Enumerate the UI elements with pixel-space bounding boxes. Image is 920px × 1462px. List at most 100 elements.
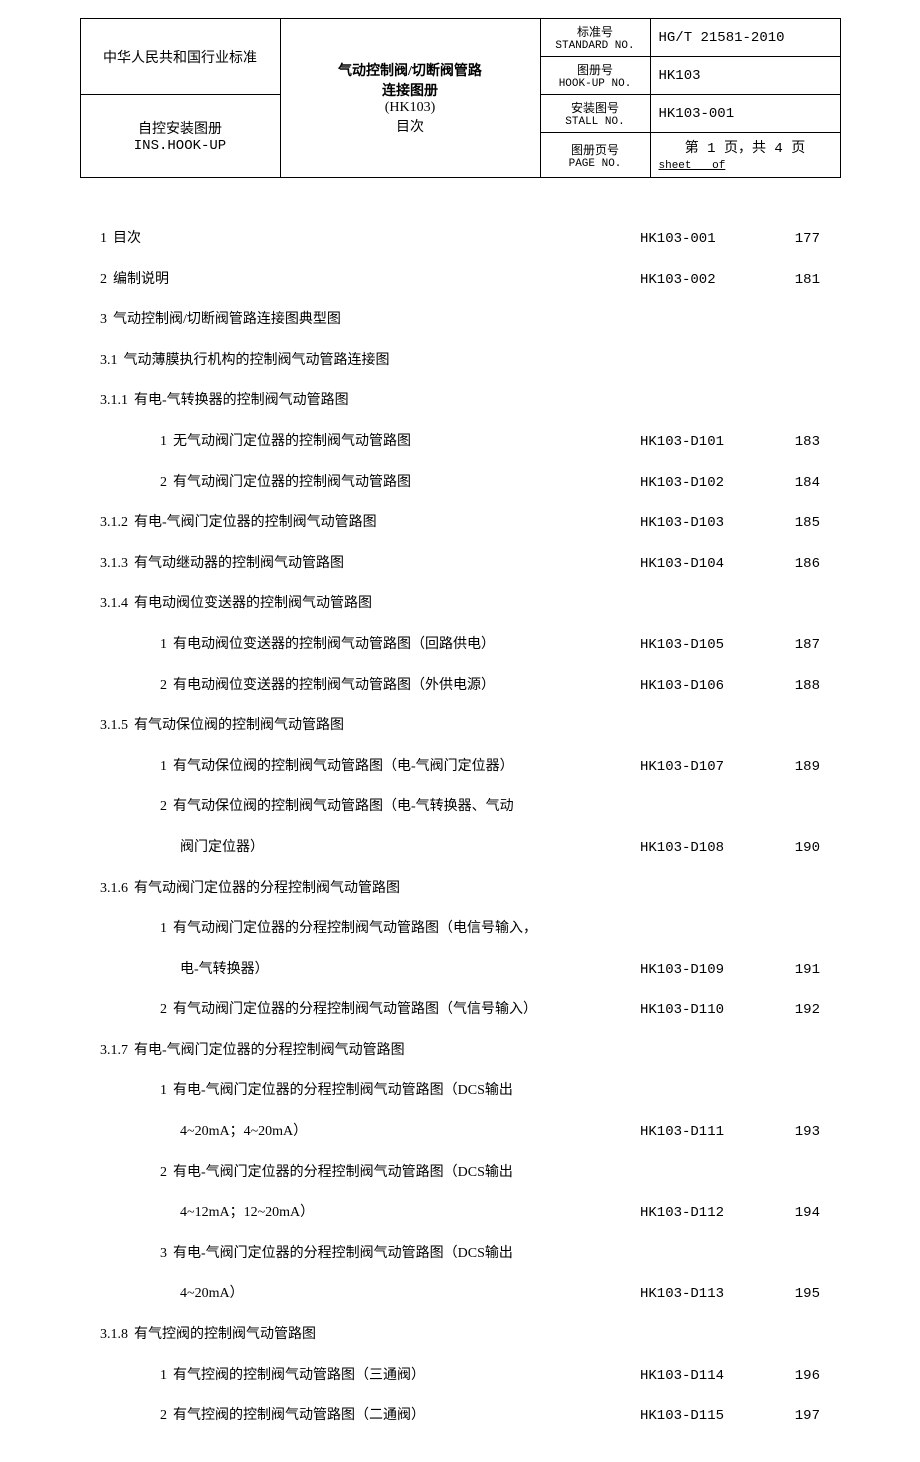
toc-title: 气动控制阀/切断阀管路连接图典型图 bbox=[107, 307, 341, 334]
toc-number: 2 bbox=[100, 673, 167, 700]
toc-title: 4~20mA） bbox=[174, 1281, 244, 1308]
toc-title: 气动薄膜执行机构的控制阀气动管路连接图 bbox=[118, 348, 390, 375]
toc-title: 电-气转换器） bbox=[174, 957, 269, 984]
toc-page: 197 bbox=[780, 1403, 820, 1430]
toc-title: 有气动保位阀的控制阀气动管路图 bbox=[128, 713, 344, 740]
toc-row: 阀门定位器） HK103-D108190 bbox=[100, 835, 820, 862]
toc-code: HK103-D114 bbox=[640, 1363, 780, 1390]
toc-row: 3气动控制阀/切断阀管路连接图典型图 bbox=[100, 307, 820, 334]
toc-code: HK103-D101 bbox=[640, 429, 780, 456]
toc-row: 1无气动阀门定位器的控制阀气动管路图HK103-D101183 bbox=[100, 429, 820, 456]
toc-page: 188 bbox=[780, 673, 820, 700]
toc-number: 2 bbox=[100, 470, 167, 497]
toc-number: 1 bbox=[100, 916, 167, 943]
toc-title: 有电-气阀门定位器的控制阀气动管路图 bbox=[128, 510, 377, 537]
toc-row: 2编制说明HK103-002181 bbox=[100, 267, 820, 294]
doc-section: 目次 bbox=[289, 116, 532, 136]
toc-code: HK103-D112 bbox=[640, 1200, 780, 1227]
toc-row: 3.1.8有气控阀的控制阀气动管路图 bbox=[100, 1322, 820, 1349]
toc-code: HK103-002 bbox=[640, 267, 780, 294]
toc-row: 3.1.4有电动阀位变送器的控制阀气动管路图 bbox=[100, 591, 820, 618]
toc-code: HK103-D108 bbox=[640, 835, 780, 862]
toc-code: HK103-D109 bbox=[640, 957, 780, 984]
toc-row: 2有气动阀门定位器的分程控制阀气动管路图（气信号输入）HK103-D110192 bbox=[100, 997, 820, 1024]
toc-title: 有气动阀门定位器的分程控制阀气动管路图 bbox=[128, 876, 400, 903]
std-value: HG/T 21581-2010 bbox=[650, 19, 840, 57]
page-label: 图册页号 PAGE NO. bbox=[540, 133, 650, 178]
toc-number: 2 bbox=[100, 1160, 167, 1187]
hookup-label: 图册号 HOOK-UP NO. bbox=[540, 57, 650, 95]
doc-code: (HK103) bbox=[289, 100, 532, 116]
toc-title: 有气动继动器的控制阀气动管路图 bbox=[128, 551, 344, 578]
toc-container: 1目次HK103-0011772编制说明HK103-0021813气动控制阀/切… bbox=[100, 226, 820, 1430]
toc-number: 1 bbox=[100, 429, 167, 456]
toc-row: 3.1.3有气动继动器的控制阀气动管路图 HK103-D104186 bbox=[100, 551, 820, 578]
toc-title: 有气控阀的控制阀气动管路图（二通阀） bbox=[167, 1403, 425, 1430]
toc-row: 2有电动阀位变送器的控制阀气动管路图（外供电源）HK103-D106188 bbox=[100, 673, 820, 700]
toc-title: 编制说明 bbox=[107, 267, 169, 294]
toc-row: 1有电动阀位变送器的控制阀气动管路图（回路供电）HK103-D105187 bbox=[100, 632, 820, 659]
toc-number: 3.1.1 bbox=[100, 388, 128, 415]
toc-title: 有电-气阀门定位器的分程控制阀气动管路图（DCS输出 bbox=[167, 1078, 513, 1105]
toc-title: 有气动阀门定位器的分程控制阀气动管路图（电信号输入， bbox=[167, 916, 537, 943]
std-label: 标准号 STANDARD NO. bbox=[540, 19, 650, 57]
toc-title: 有电动阀位变送器的控制阀气动管路图 bbox=[128, 591, 372, 618]
page-value-cell: 第 1 页，共 4 页 sheet of bbox=[650, 133, 840, 178]
toc-page: 185 bbox=[780, 510, 820, 537]
toc-number: 3.1.7 bbox=[100, 1038, 128, 1065]
toc-number: 3.1 bbox=[100, 348, 118, 375]
toc-page: 186 bbox=[780, 551, 820, 578]
toc-title: 有气动阀门定位器的控制阀气动管路图 bbox=[167, 470, 411, 497]
document-page: 中华人民共和国行业标准 气动控制阀/切断阀管路 连接图册 (HK103) 目次 … bbox=[0, 18, 920, 1430]
toc-title: 4~20mA；4~20mA） bbox=[174, 1119, 307, 1146]
toc-row: 2有气动保位阀的控制阀气动管路图（电-气转换器、气动 bbox=[100, 794, 820, 821]
page-value-en: sheet of bbox=[659, 160, 726, 172]
toc-code: HK103-D115 bbox=[640, 1403, 780, 1430]
toc-number: 3.1.3 bbox=[100, 551, 128, 578]
toc-row: 3有电-气阀门定位器的分程控制阀气动管路图（DCS输出 bbox=[100, 1241, 820, 1268]
toc-number: 1 bbox=[100, 632, 167, 659]
page-value: 第 1 页，共 4 页 bbox=[659, 137, 832, 157]
toc-page: 184 bbox=[780, 470, 820, 497]
toc-page: 187 bbox=[780, 632, 820, 659]
toc-row: 1目次HK103-001177 bbox=[100, 226, 820, 253]
toc-number: 3.1.2 bbox=[100, 510, 128, 537]
toc-number: 1 bbox=[100, 1363, 167, 1390]
toc-title: 有电动阀位变送器的控制阀气动管路图（外供电源） bbox=[167, 673, 495, 700]
toc-code: HK103-D111 bbox=[640, 1119, 780, 1146]
toc-title: 目次 bbox=[107, 226, 141, 253]
toc-number: 3.1.4 bbox=[100, 591, 128, 618]
toc-row: 2有电-气阀门定位器的分程控制阀气动管路图（DCS输出 bbox=[100, 1160, 820, 1187]
toc-number: 1 bbox=[100, 226, 107, 253]
toc-number: 1 bbox=[100, 1078, 167, 1105]
toc-title: 阀门定位器） bbox=[174, 835, 264, 862]
doc-title-2: 连接图册 bbox=[289, 80, 532, 100]
toc-code: HK103-D102 bbox=[640, 470, 780, 497]
toc-row: 2有气动阀门定位器的控制阀气动管路图 HK103-D102184 bbox=[100, 470, 820, 497]
toc-row: 4~20mA；4~20mA）HK103-D111193 bbox=[100, 1119, 820, 1146]
toc-row: 电-气转换器）HK103-D109191 bbox=[100, 957, 820, 984]
doc-title-1: 气动控制阀/切断阀管路 bbox=[289, 60, 532, 80]
toc-number: 1 bbox=[100, 754, 167, 781]
toc-code: HK103-D104 bbox=[640, 551, 780, 578]
header-left-top: 中华人民共和国行业标准 bbox=[80, 19, 280, 95]
toc-row: 1有电-气阀门定位器的分程控制阀气动管路图（DCS输出 bbox=[100, 1078, 820, 1105]
hookup-value: HK103 bbox=[650, 57, 840, 95]
toc-title: 有电-气阀门定位器的分程控制阀气动管路图（DCS输出 bbox=[167, 1241, 513, 1268]
toc-title: 无气动阀门定位器的控制阀气动管路图 bbox=[167, 429, 411, 456]
toc-page: 190 bbox=[780, 835, 820, 862]
toc-number: 2 bbox=[100, 997, 167, 1024]
toc-code: HK103-D107 bbox=[640, 754, 780, 781]
toc-row: 3.1.6有气动阀门定位器的分程控制阀气动管路图 bbox=[100, 876, 820, 903]
header-table: 中华人民共和国行业标准 气动控制阀/切断阀管路 连接图册 (HK103) 目次 … bbox=[80, 18, 841, 178]
toc-row: 3.1.5有气动保位阀的控制阀气动管路图 bbox=[100, 713, 820, 740]
toc-row: 4~20mA）HK103-D113195 bbox=[100, 1281, 820, 1308]
toc-title: 有电动阀位变送器的控制阀气动管路图（回路供电） bbox=[167, 632, 495, 659]
toc-row: 3.1气动薄膜执行机构的控制阀气动管路连接图 bbox=[100, 348, 820, 375]
toc-number: 3.1.5 bbox=[100, 713, 128, 740]
toc-row: 1有气动阀门定位器的分程控制阀气动管路图（电信号输入， bbox=[100, 916, 820, 943]
toc-number: 2 bbox=[100, 794, 167, 821]
toc-title: 有电-气阀门定位器的分程控制阀气动管路图（DCS输出 bbox=[167, 1160, 513, 1187]
manual-label-en: INS.HOOK-UP bbox=[89, 138, 272, 154]
toc-page: 196 bbox=[780, 1363, 820, 1390]
